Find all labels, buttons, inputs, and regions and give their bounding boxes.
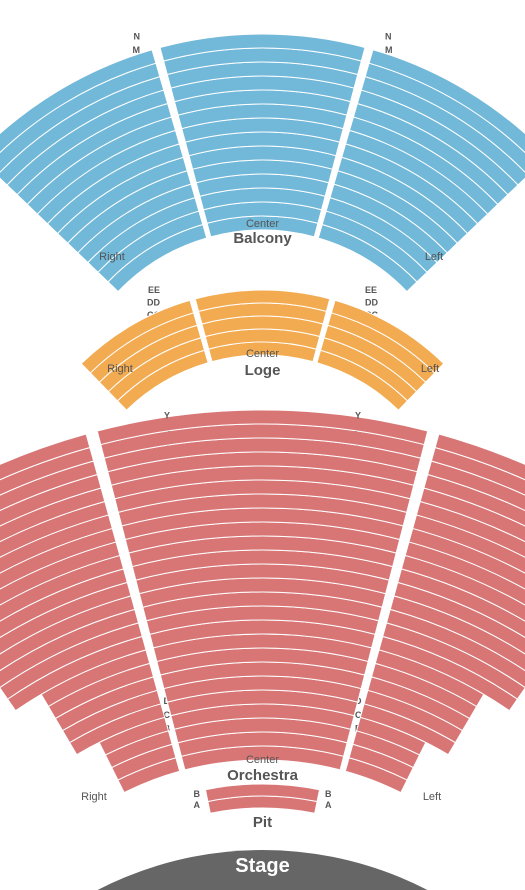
pit-title: Pit (253, 814, 272, 831)
loge-row-label: DD (147, 298, 160, 308)
balcony-row-label: N (385, 32, 392, 42)
balcony-left-label: Left (425, 251, 443, 263)
loge-row-label: DD (365, 298, 378, 308)
stage-section: Stage (0, 850, 525, 890)
balcony-section: AABBCCDDEEFFGGHHIIJJKKLLMMNNRightLeftCen… (0, 32, 525, 292)
stage-title: Stage (235, 855, 289, 877)
balcony-row-label: N (134, 32, 141, 42)
orchestra-right-label: Right (81, 791, 107, 803)
orchestra-center-label: Center (246, 754, 279, 766)
seating-chart: AABBCCDDEEFFGGHHIIJJKKLLMMNNRightLeftCen… (0, 0, 525, 890)
loge-section: AAAABBBBCCCCDDDDEEEERightLeftCenterLoge (81, 285, 444, 410)
pit-row-label: B (325, 789, 332, 799)
loge-row-label: EE (365, 285, 377, 295)
loge-right-label: Right (107, 363, 133, 375)
balcony-center-label: Center (246, 218, 279, 230)
loge-left-label: Left (421, 363, 439, 375)
pit-row-label: A (325, 800, 332, 810)
pit-section: AABBPit (194, 784, 333, 831)
orchestra-row-label: Y (164, 411, 170, 421)
balcony-right-label: Right (99, 251, 125, 263)
balcony-title: Balcony (233, 230, 292, 247)
pit-row-label: A (194, 800, 201, 810)
orchestra-left-label: Left (423, 791, 441, 803)
orchestra-row-label: Y (355, 411, 361, 421)
orchestra-title: Orchestra (227, 767, 299, 784)
loge-row-label: EE (148, 285, 160, 295)
pit-row-label: B (194, 789, 201, 799)
loge-center-label: Center (246, 348, 279, 360)
loge-title: Loge (245, 362, 281, 379)
orchestra-section: AABBCCDDEEFFGGHHIIJJKKLLMMNNOOPPQQRRSSTT… (0, 410, 525, 803)
